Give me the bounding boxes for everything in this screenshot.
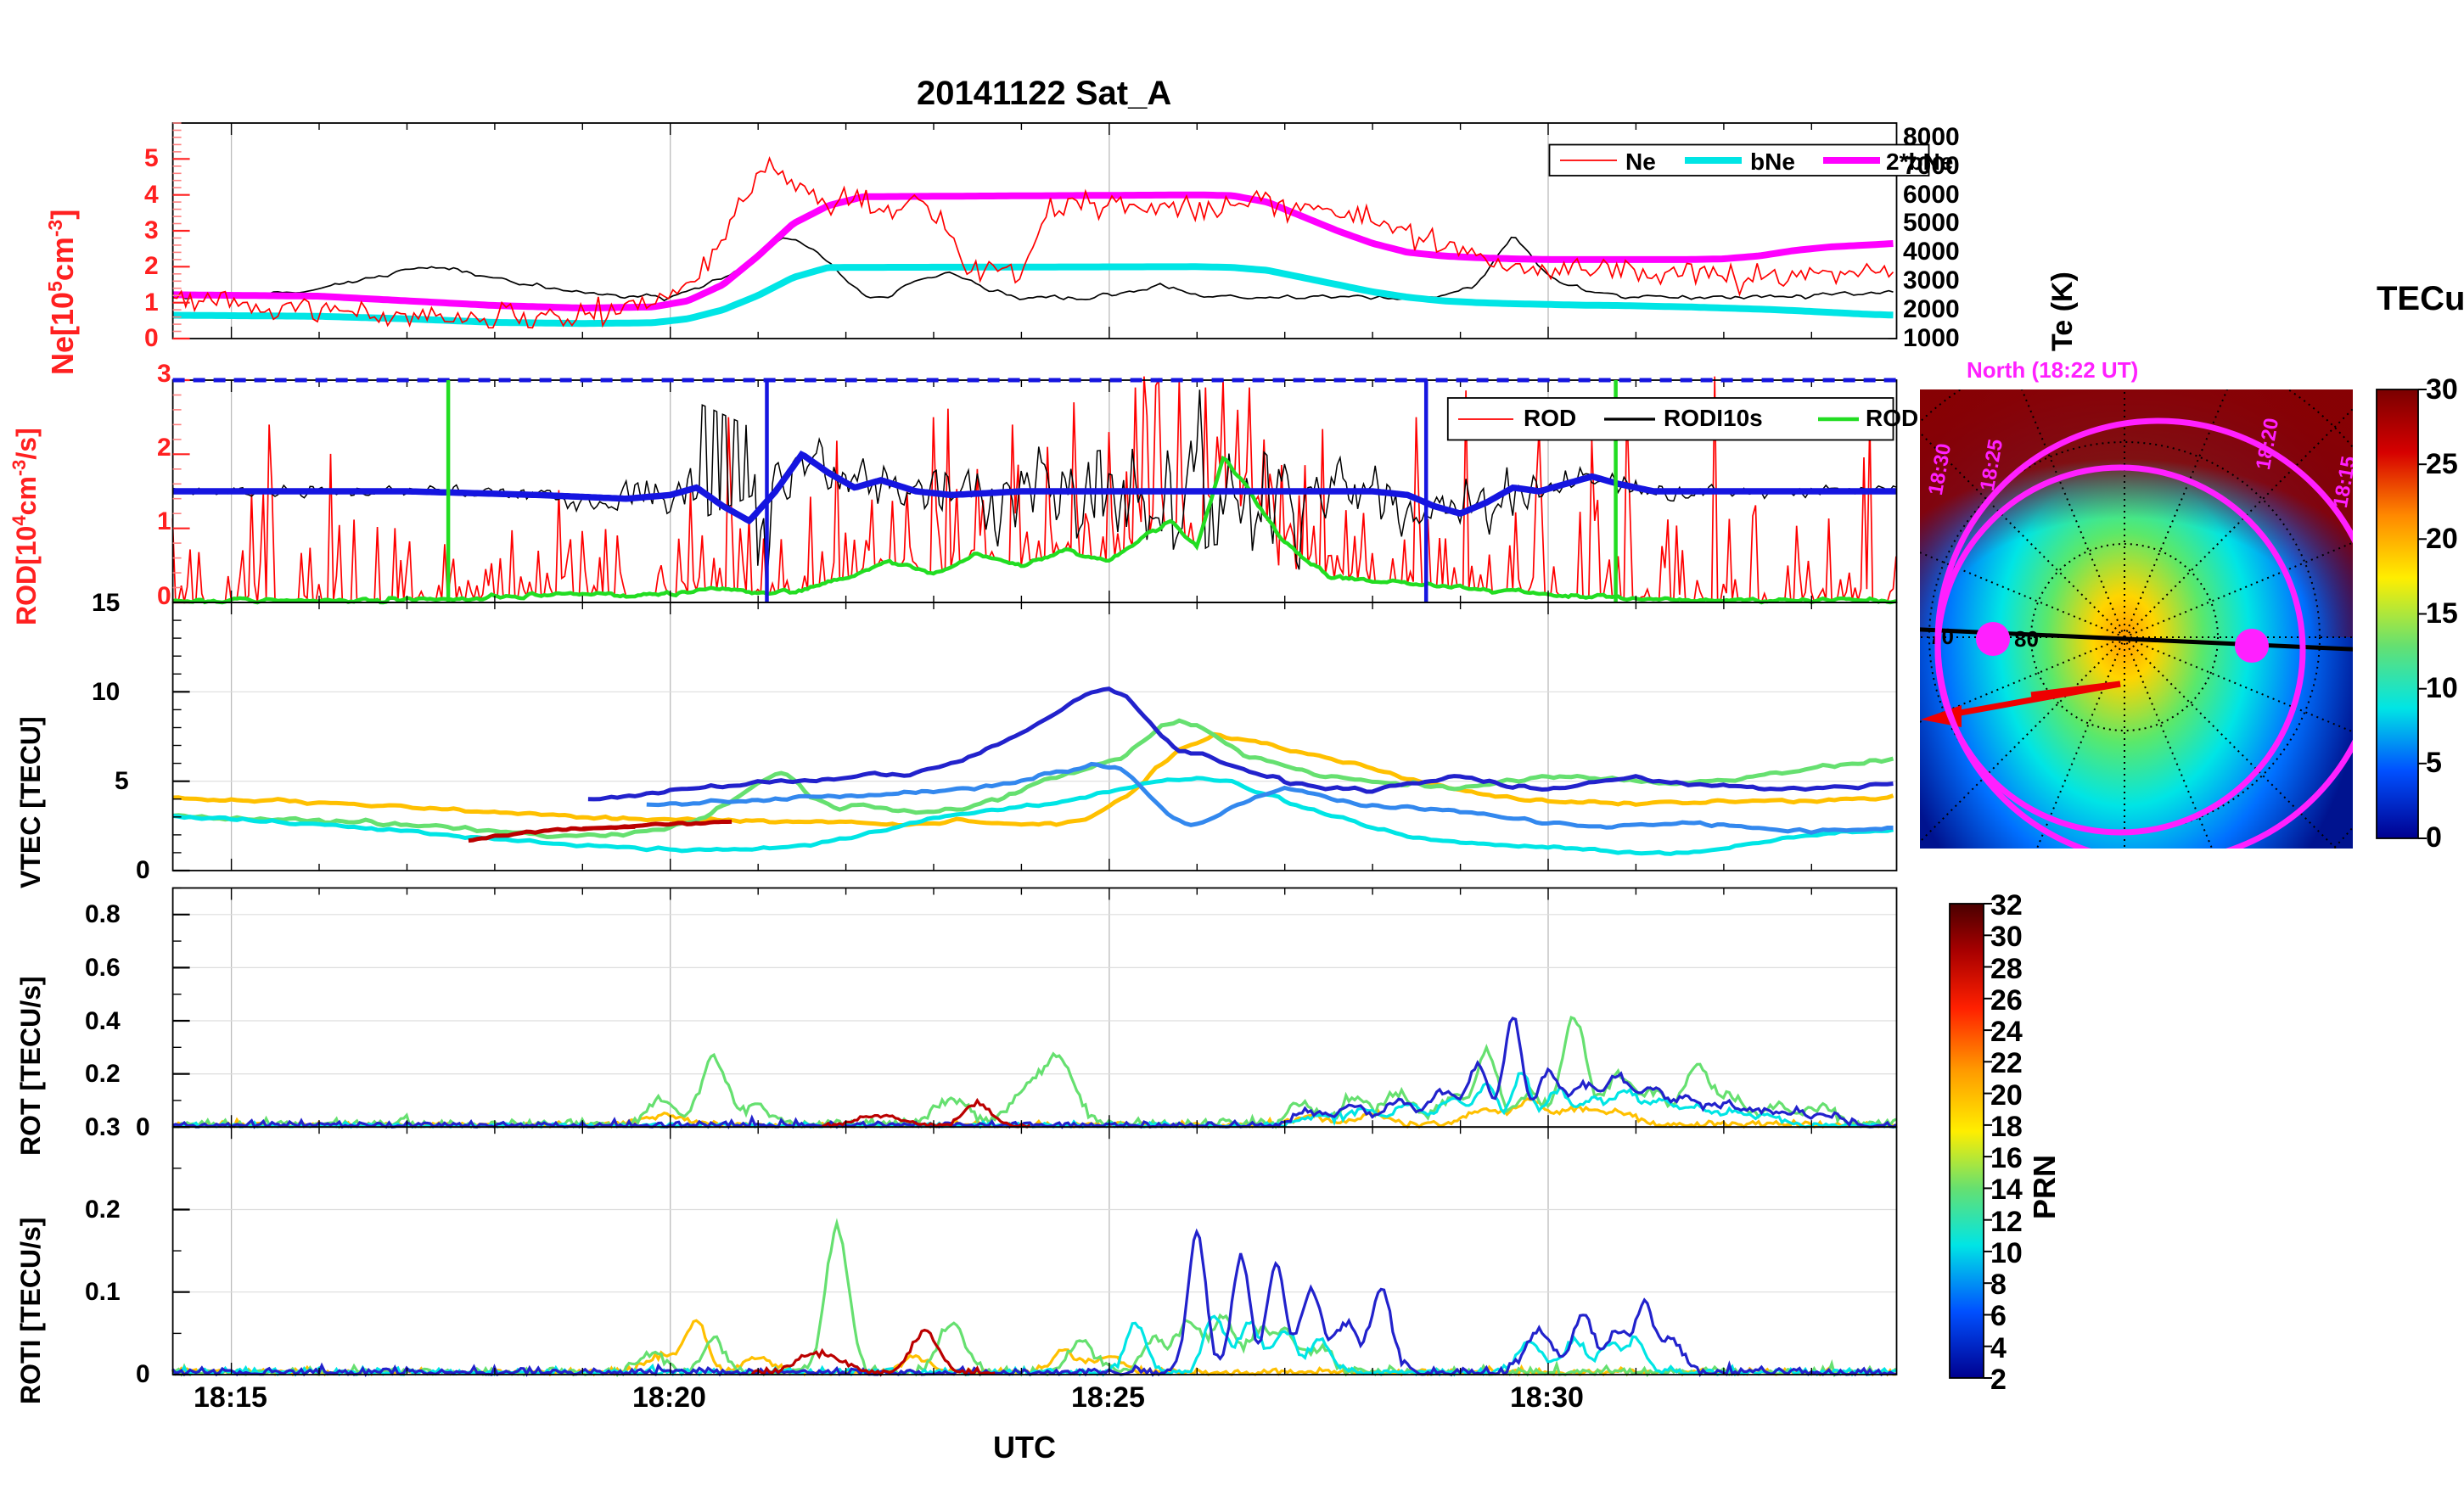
svg-text:80: 80 — [2014, 626, 2039, 652]
